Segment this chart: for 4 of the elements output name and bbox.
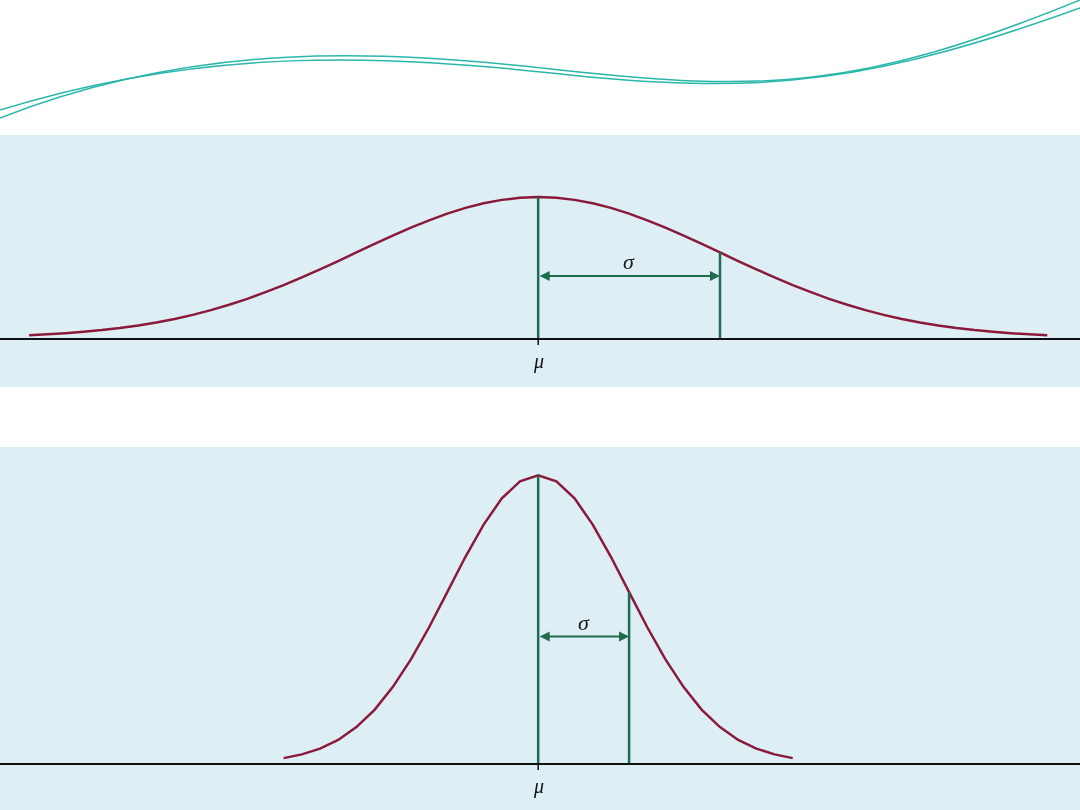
- text: μ: [533, 350, 545, 373]
- annotation: σ: [578, 610, 590, 635]
- annotation: σ: [623, 249, 635, 274]
- text: μ: [533, 775, 545, 798]
